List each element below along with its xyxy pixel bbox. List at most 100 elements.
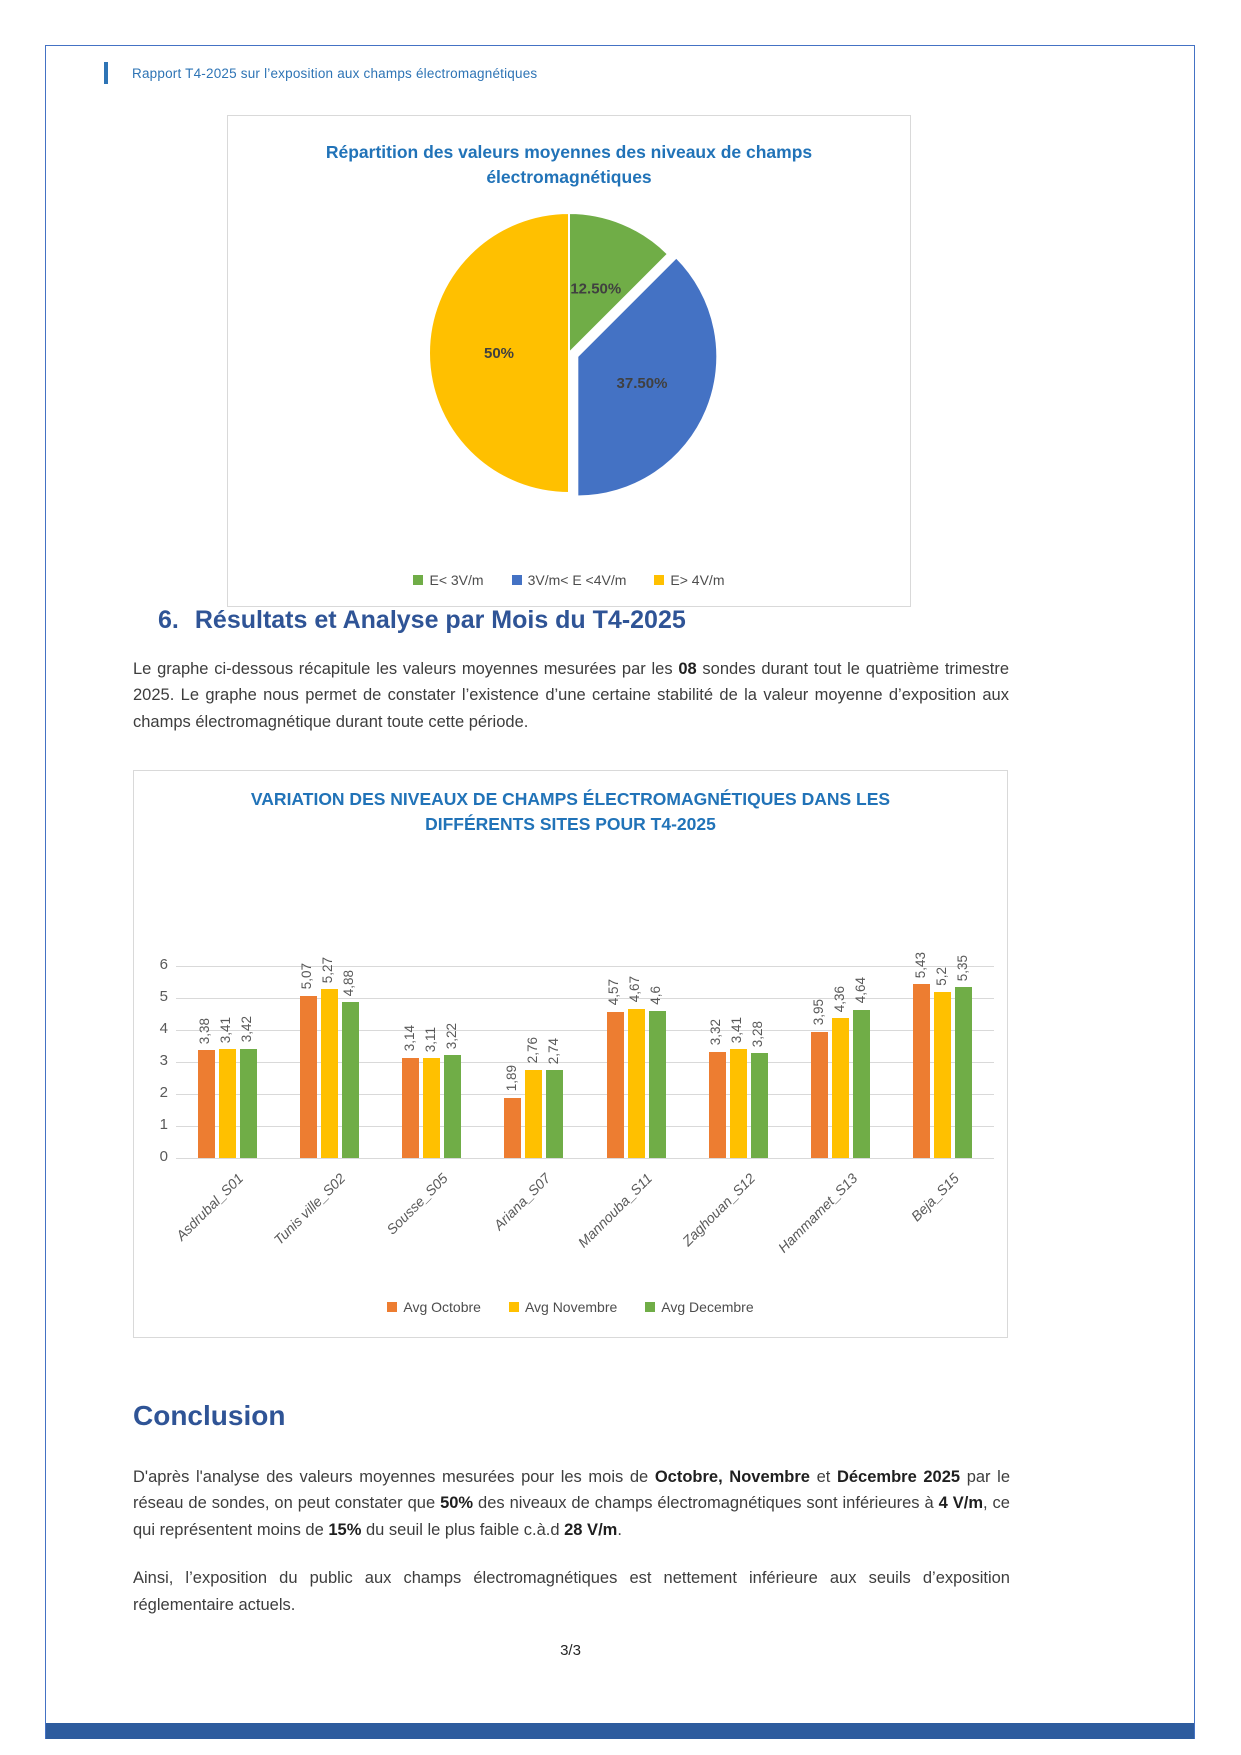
bar-segment [729,1048,747,1158]
conclusion-paragraph-1: D'après l'analyse des valeurs moyennes m… [133,1468,1011,1539]
gridline [176,1158,994,1159]
legend-swatch-icon [508,1302,519,1312]
bar-chart-plot: 0 1 2 3 4 5 6 3,38 3,41 3,42 Asdrubal_S01 5,07 5,27 4… [134,771,1009,1339]
legend-label: Avg Novembre [524,1299,618,1315]
bar-segment [648,1010,666,1158]
legend-label: Avg Decembre [661,1299,754,1315]
bar-value-label: 3,11 [422,1027,438,1053]
bar-value-label: 5,07 [299,963,315,990]
bar-segment [444,1054,462,1158]
y-axis-tick: 5 [159,988,168,1005]
legend-swatch-icon [413,575,424,585]
x-axis-label: Zaghouan_S12 [678,1170,758,1250]
y-axis-tick: 4 [159,1020,168,1037]
bar-value-label: 4,36 [831,986,847,1013]
bar-value-label: 3,95 [810,999,826,1026]
bar-value-label: 2,74 [545,1038,561,1065]
bar-segment [627,1008,645,1158]
bar-value-label: 4,67 [627,976,643,1003]
gridline [176,966,994,967]
bar-segment [525,1069,543,1158]
gridline [176,1126,994,1127]
bar-chart: VARIATION DES NIVEAUX DE CHAMPS ÉLECTROM… [133,770,1008,1338]
bar-value-label: 4,88 [341,969,357,996]
y-axis-tick: 2 [159,1084,168,1101]
bar-segment [402,1057,420,1158]
bar-value-label: 3,42 [239,1016,255,1043]
y-axis-tick: 3 [159,1052,168,1069]
y-axis-tick: 1 [159,1116,168,1133]
section-title: Résultats et Analyse par Mois du T4-2025 [194,606,686,634]
bar-value-label: 3,32 [708,1019,724,1046]
bar-segment [606,1011,624,1158]
page-header: Rapport T4-2025 sur l’exposition aux cha… [104,62,537,84]
conclusion-heading: Conclusion [133,1400,286,1431]
bar-segment [811,1031,829,1158]
footer-bar [46,1723,1194,1739]
bar-segment [504,1097,522,1158]
x-axis-label: Sousse_S05 [383,1170,451,1238]
x-axis-label: Asdrubal_S01 [172,1170,247,1244]
legend-label: Avg Octobre [403,1299,481,1315]
section-heading: 6. Résultats et Analyse par Mois du T4-2… [158,606,686,635]
bar-value-label: 3,22 [443,1022,459,1049]
legend-label: E> 4V/m [670,572,725,588]
bar-value-label: 5,35 [954,954,970,981]
bar-value-label: 5,27 [320,957,336,984]
pie-legend: E< 3V/m 3V/m< E <4V/m E> 4V/m [228,572,910,588]
x-axis-label: Ariana_S07 [490,1170,554,1234]
bar-value-label: 3,38 [197,1017,213,1044]
pie-slice [568,211,670,356]
bar-segment [197,1049,215,1158]
bar-value-label: 3,28 [750,1020,766,1048]
bar-segment [320,989,338,1158]
bar-value-label: 5,43 [912,951,928,979]
bar-legend: Avg Octobre Avg Novembre Avg Decembre [134,1299,1007,1315]
bar-segment [955,986,973,1158]
legend-label: 3V/m< E <4V/m [527,572,627,588]
gridline [176,1094,994,1095]
bar-segment [853,1009,871,1158]
bar-segment [218,1048,236,1158]
bar-value-label: 4,6 [648,986,664,1005]
gridline [176,1030,994,1031]
bar-value-label: 3,14 [401,1025,417,1052]
legend-swatch-icon [511,575,522,585]
bar-segment [913,984,931,1158]
conclusion-paragraph-2: Ainsi, l’exposition du public aux champs… [133,1569,1010,1614]
bar-value-label: 4,57 [606,979,622,1006]
bar-segment [423,1058,441,1158]
header-title: Rapport T4-2025 sur l’exposition aux cha… [132,65,538,81]
x-axis-label: Beja_S15 [907,1170,963,1225]
intro-paragraph: Le graphe ci-dessous récapitule les vale… [133,660,1009,731]
y-axis-tick: 6 [159,956,168,973]
bar-value-label: 2,76 [524,1037,540,1064]
bar-segment [934,991,952,1158]
bar-value-label: 3,41 [218,1016,234,1043]
legend-swatch-icon [654,575,665,585]
legend-item: Avg Octobre [387,1299,481,1315]
pie-slice-label: 12.50% [570,280,621,297]
conclusion-body: D'après l'analyse des valeurs moyennes m… [133,1464,1010,1640]
pie-slice [428,211,570,495]
legend-item: E> 4V/m [654,572,725,588]
pie-slice-label: 50% [484,345,514,362]
pie-chart-title: Répartition des valeurs moyennes des niv… [325,142,813,188]
bar-segment [832,1018,850,1158]
y-axis-tick: 0 [159,1148,168,1165]
pie-chart: Répartition des valeurs moyennes des niv… [227,115,911,607]
bar-value-label: 1,89 [503,1065,519,1092]
pie-svg: 12.50% 37.50% 50% [428,211,719,498]
bar-value-label: 5,2 [933,966,949,986]
bar-segment [299,995,317,1158]
legend-item: 3V/m< E <4V/m [511,572,627,588]
pie-slice-label: 37.50% [617,375,668,392]
bar-segment [341,1001,359,1158]
bar-value-label: 4,64 [852,977,868,1004]
pie-slice [576,256,719,498]
legend-swatch-icon [387,1302,398,1312]
legend-item: Avg Novembre [508,1299,618,1315]
bar-value-label: 3,41 [729,1016,745,1043]
bar-segment [239,1048,257,1158]
legend-item: E< 3V/m [413,572,484,588]
